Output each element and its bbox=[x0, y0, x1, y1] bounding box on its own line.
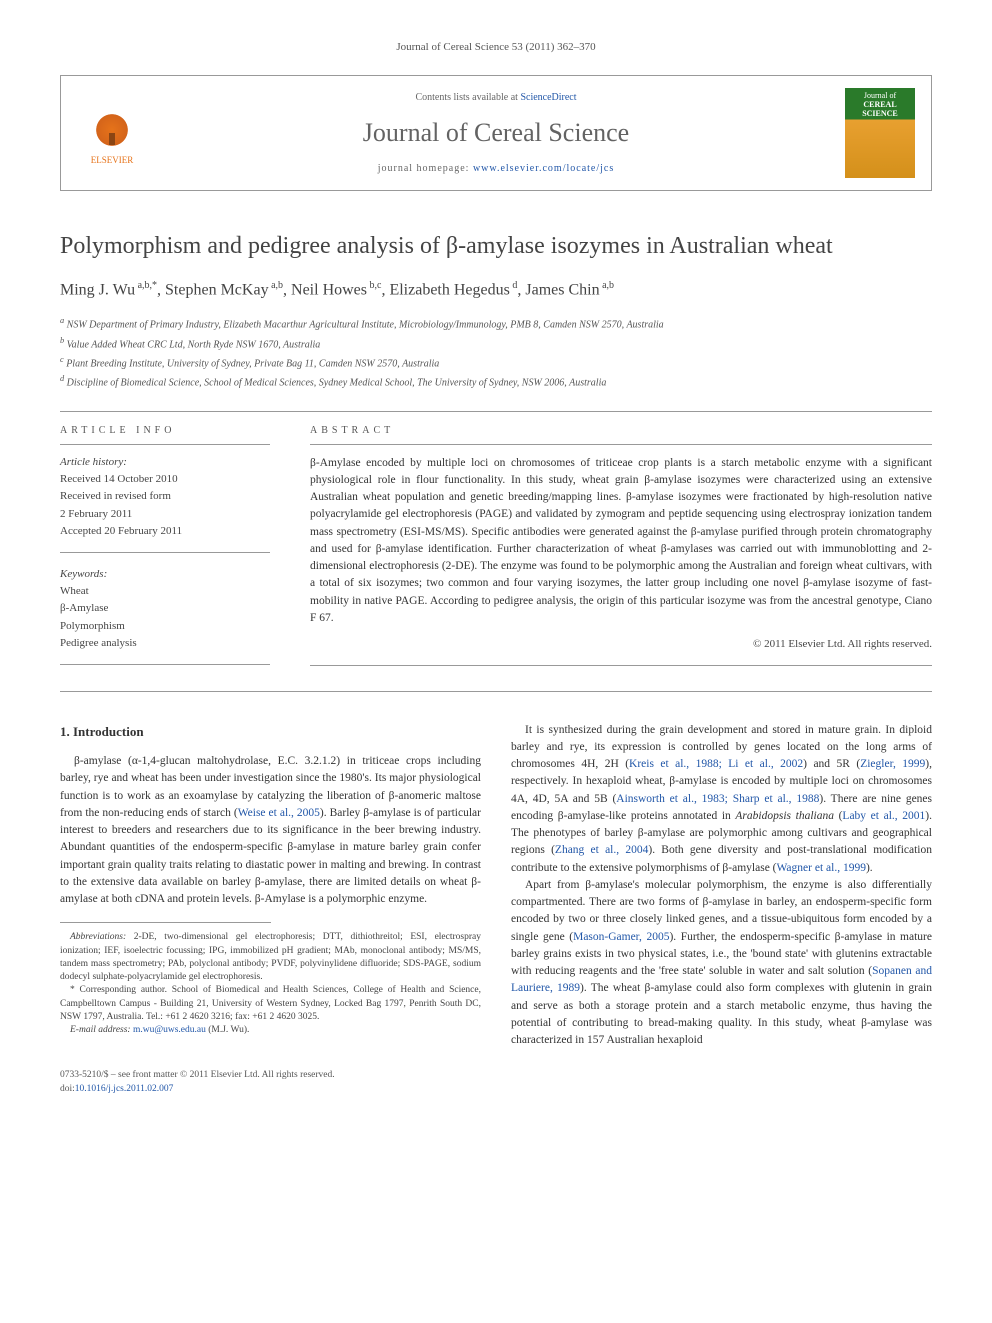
footnote-separator bbox=[60, 922, 271, 923]
elsevier-label: ELSEVIER bbox=[91, 154, 134, 167]
keyword: β-Amylase bbox=[60, 601, 270, 616]
affiliation: b Value Added Wheat CRC Ltd, North Ryde … bbox=[60, 335, 932, 352]
citation-link[interactable]: Laby et al., 2001 bbox=[842, 810, 925, 822]
history-title: Article history: bbox=[60, 455, 270, 470]
sciencedirect-link[interactable]: ScienceDirect bbox=[520, 92, 576, 103]
citation-link[interactable]: Kreis et al., 1988; Li et al., 2002 bbox=[629, 758, 803, 770]
page-footer: 0733-5210/$ – see front matter © 2011 El… bbox=[60, 1069, 932, 1096]
body-paragraph: Apart from β-amylase's molecular polymor… bbox=[511, 877, 932, 1050]
info-abstract-row: ARTICLE INFO Article history: Received 1… bbox=[60, 424, 932, 679]
abstract-copyright: © 2011 Elsevier Ltd. All rights reserved… bbox=[310, 637, 932, 652]
affiliations: a NSW Department of Primary Industry, El… bbox=[60, 315, 932, 390]
body-column-left: 1. Introduction β-amylase (α-1,4-glucan … bbox=[60, 722, 481, 1050]
keyword: Polymorphism bbox=[60, 619, 270, 634]
divider bbox=[60, 411, 932, 412]
email-link[interactable]: m.wu@uws.edu.au bbox=[133, 1025, 206, 1035]
citation-link[interactable]: Mason-Gamer, 2005 bbox=[573, 931, 669, 943]
cover-text-main: CEREAL SCIENCE bbox=[849, 101, 911, 119]
citation-link[interactable]: Zhang et al., 2004 bbox=[555, 844, 648, 856]
history-line: 2 February 2011 bbox=[60, 507, 270, 522]
header-center: Contents lists available at ScienceDirec… bbox=[147, 91, 845, 175]
keyword: Wheat bbox=[60, 584, 270, 599]
divider bbox=[310, 665, 932, 666]
history-line: Received in revised form bbox=[60, 489, 270, 504]
journal-cover-thumbnail: Journal of CEREAL SCIENCE bbox=[845, 88, 915, 178]
doi-label: doi: bbox=[60, 1084, 75, 1094]
divider bbox=[60, 691, 932, 692]
affiliation: d Discipline of Biomedical Science, Scho… bbox=[60, 373, 932, 390]
body-text: ) and 5R ( bbox=[803, 758, 860, 770]
email-label: E-mail address: bbox=[70, 1025, 131, 1035]
body-columns: 1. Introduction β-amylase (α-1,4-glucan … bbox=[60, 722, 932, 1050]
citation-link[interactable]: Ainsworth et al., 1983; Sharp et al., 19… bbox=[616, 793, 819, 805]
homepage-prefix: journal homepage: bbox=[378, 163, 473, 174]
body-paragraph: It is synthesized during the grain devel… bbox=[511, 722, 932, 877]
history-line: Accepted 20 February 2011 bbox=[60, 524, 270, 539]
article-info-header: ARTICLE INFO bbox=[60, 424, 270, 445]
body-column-right: It is synthesized during the grain devel… bbox=[511, 722, 932, 1050]
elsevier-tree-icon bbox=[87, 100, 137, 150]
article-history-block: Article history: Received 14 October 201… bbox=[60, 455, 270, 553]
body-text: ). bbox=[866, 862, 873, 874]
body-text: ). Barley β-amylase is of particular int… bbox=[60, 807, 481, 905]
homepage-link[interactable]: www.elsevier.com/locate/jcs bbox=[473, 163, 614, 174]
abbreviations-footnote: Abbreviations: 2-DE, two-dimensional gel… bbox=[60, 931, 481, 984]
body-paragraph: β-amylase (α-1,4-glucan maltohydrolase, … bbox=[60, 753, 481, 908]
article-title: Polymorphism and pedigree analysis of β-… bbox=[60, 231, 932, 262]
affiliation: c Plant Breeding Institute, University o… bbox=[60, 354, 932, 371]
email-suffix: (M.J. Wu). bbox=[206, 1025, 250, 1035]
journal-name: Journal of Cereal Science bbox=[147, 115, 845, 151]
homepage-line: journal homepage: www.elsevier.com/locat… bbox=[147, 162, 845, 176]
email-footnote: E-mail address: m.wu@uws.edu.au (M.J. Wu… bbox=[60, 1024, 481, 1037]
affiliation: a NSW Department of Primary Industry, El… bbox=[60, 315, 932, 332]
keywords-title: Keywords: bbox=[60, 567, 270, 582]
footer-doi: doi:10.1016/j.jcs.2011.02.007 bbox=[60, 1083, 932, 1096]
contents-line: Contents lists available at ScienceDirec… bbox=[147, 91, 845, 105]
doi-link[interactable]: 10.1016/j.jcs.2011.02.007 bbox=[75, 1084, 174, 1094]
citation-link[interactable]: Wagner et al., 1999 bbox=[777, 862, 866, 874]
authors: Ming J. Wu a,b,*, Stephen McKay a,b, Nei… bbox=[60, 279, 932, 302]
footer-copyright: 0733-5210/$ – see front matter © 2011 El… bbox=[60, 1069, 932, 1082]
keywords-block: Keywords: Wheat β-Amylase Polymorphism Pedi… bbox=[60, 567, 270, 665]
abstract-header: ABSTRACT bbox=[310, 424, 932, 445]
corresponding-author-footnote: * Corresponding author. School of Biomed… bbox=[60, 984, 481, 1024]
elsevier-logo: ELSEVIER bbox=[77, 93, 147, 173]
citation-link[interactable]: Ziegler, 1999 bbox=[860, 758, 925, 770]
species-name: Arabidopsis thaliana bbox=[735, 810, 834, 822]
journal-header-box: ELSEVIER Contents lists available at Sci… bbox=[60, 75, 932, 191]
article-info-column: ARTICLE INFO Article history: Received 1… bbox=[60, 424, 270, 679]
citation-link[interactable]: Weise et al., 2005 bbox=[238, 807, 320, 819]
journal-reference: Journal of Cereal Science 53 (2011) 362–… bbox=[60, 40, 932, 55]
history-line: Received 14 October 2010 bbox=[60, 472, 270, 487]
abbrev-label: Abbreviations: bbox=[70, 932, 126, 942]
section-heading-introduction: 1. Introduction bbox=[60, 722, 481, 742]
abstract-column: ABSTRACT β-Amylase encoded by multiple l… bbox=[310, 424, 932, 679]
corresp-label: * Corresponding author. bbox=[70, 985, 167, 995]
contents-prefix: Contents lists available at bbox=[415, 92, 520, 103]
keyword: Pedigree analysis bbox=[60, 636, 270, 651]
abstract-text: β-Amylase encoded by multiple loci on ch… bbox=[310, 455, 932, 628]
